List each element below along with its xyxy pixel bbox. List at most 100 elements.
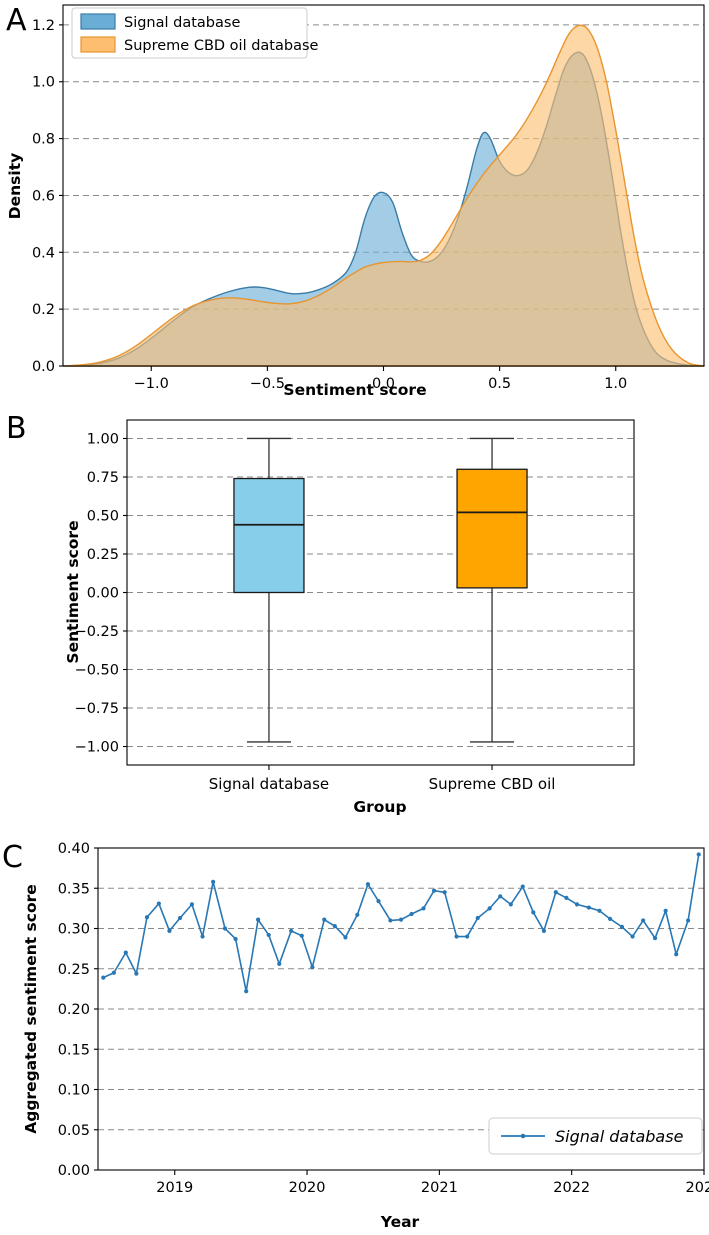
data-point[interactable] xyxy=(586,905,591,910)
panel-b-category-label-1: Signal database xyxy=(209,775,329,793)
panel-c-y-tick-label: 0.15 xyxy=(58,1042,90,1058)
data-point[interactable] xyxy=(277,961,282,967)
data-point[interactable] xyxy=(244,989,249,994)
boxplot-2[interactable] xyxy=(456,437,528,743)
data-point[interactable] xyxy=(431,888,437,893)
data-point[interactable] xyxy=(465,934,470,939)
data-point[interactable] xyxy=(409,911,414,917)
data-point[interactable] xyxy=(211,879,216,884)
data-point[interactable] xyxy=(365,882,371,887)
data-point[interactable] xyxy=(619,924,625,929)
data-point[interactable] xyxy=(398,917,404,922)
panel-c-x-tick-label: 2022 xyxy=(553,1180,590,1196)
panel-b-category-label-2: Supreme CBD oil xyxy=(429,775,556,793)
data-point[interactable] xyxy=(355,912,360,917)
data-point[interactable] xyxy=(508,902,513,907)
panel-c-y-tick-label: 0.20 xyxy=(58,1002,90,1018)
data-point[interactable] xyxy=(134,971,139,976)
panel-a-y-tick-label: 0.0 xyxy=(32,359,55,375)
panel-a-y-tick-label: 0.4 xyxy=(32,245,55,261)
panel-c-x-tick-label: 2019 xyxy=(156,1180,193,1196)
data-point[interactable] xyxy=(101,975,106,980)
panel-a-x-tick-label: 1.0 xyxy=(604,376,627,392)
data-point[interactable] xyxy=(322,917,327,922)
panel-b-y-tick-label: −0.75 xyxy=(75,701,119,717)
panel-b-boxes[interactable] xyxy=(233,437,528,743)
data-point[interactable] xyxy=(663,908,668,913)
data-point[interactable] xyxy=(200,934,205,939)
data-point[interactable] xyxy=(630,934,635,939)
data-point[interactable] xyxy=(167,928,172,934)
panel-c-y-tick-label: 0.25 xyxy=(58,962,90,978)
density-area-2 xyxy=(62,24,705,367)
panel-c-y-tick-label: 0.35 xyxy=(58,881,90,897)
panel-c-legend-label: Signal database xyxy=(555,1127,684,1146)
legend-label-2: Supreme CBD oil database xyxy=(124,38,319,54)
panel-c-y-tick-label: 0.00 xyxy=(58,1163,90,1179)
data-point[interactable] xyxy=(222,926,228,931)
data-point[interactable] xyxy=(597,908,602,913)
panel-b-letter: B xyxy=(6,411,27,446)
data-point[interactable] xyxy=(299,933,304,938)
data-point[interactable] xyxy=(475,915,480,921)
box-iqr[interactable] xyxy=(233,477,305,594)
data-point[interactable] xyxy=(156,901,161,906)
panel-b-y-tick-label: −1.00 xyxy=(75,740,119,756)
panel-c-y-axis-title: Aggregated sentiment score xyxy=(22,884,40,1134)
data-point[interactable] xyxy=(289,928,294,934)
data-point[interactable] xyxy=(177,915,183,921)
data-point[interactable] xyxy=(376,899,381,904)
panel-b-y-axis-title: Sentiment score xyxy=(64,520,82,663)
data-point[interactable] xyxy=(541,928,547,934)
data-point[interactable] xyxy=(641,918,646,923)
panel-a-x-ticks: −1.0 −0.5 0.0 0.5 1.0 xyxy=(134,366,627,392)
data-point[interactable] xyxy=(144,915,150,920)
panel-a-y-axis-title: Density xyxy=(6,153,24,219)
data-point[interactable] xyxy=(111,970,116,975)
data-point[interactable] xyxy=(553,890,558,895)
panel-c-x-ticks: 2019 2020 2021 2022 2023 xyxy=(156,1170,709,1196)
data-point[interactable] xyxy=(332,923,337,929)
panel-c-svg: C 0.00 0.05 0.10 0.15 0.20 0.25 0.30 0.35 0.40 2… xyxy=(2,840,709,1231)
data-point[interactable] xyxy=(520,884,525,889)
data-point[interactable] xyxy=(189,902,195,907)
panel-a-density-plot: A 0.0 0.2 0.4 0.6 0.8 1.0 1.2 −1.0 −0.5 0.0 0.5 1.… xyxy=(0,0,709,400)
panel-b-y-tick-label: 0.25 xyxy=(87,547,119,563)
boxplot-1[interactable] xyxy=(233,437,305,743)
panel-b-y-tick-label: 1.00 xyxy=(87,431,119,447)
data-point[interactable] xyxy=(421,906,426,911)
panel-c-legend[interactable]: Signal database xyxy=(488,1117,703,1155)
data-point[interactable] xyxy=(564,895,569,901)
panel-b-y-tick-label: 0.75 xyxy=(87,470,119,486)
panel-a-y-ticks: 0.0 0.2 0.4 0.6 0.8 1.0 1.2 xyxy=(32,18,63,375)
data-point[interactable] xyxy=(266,932,271,938)
data-point[interactable] xyxy=(498,894,503,899)
data-point[interactable] xyxy=(256,917,261,922)
panel-c-x-tick-label: 2021 xyxy=(421,1180,458,1196)
data-point[interactable] xyxy=(574,902,580,907)
data-point[interactable] xyxy=(531,910,536,915)
data-point[interactable] xyxy=(123,950,128,955)
panel-c-line-series[interactable] xyxy=(101,852,701,994)
box-iqr[interactable] xyxy=(456,468,528,589)
data-point[interactable] xyxy=(487,906,492,911)
data-point[interactable] xyxy=(310,965,315,970)
panel-a-y-tick-label: 0.6 xyxy=(32,188,55,204)
panel-b-y-tick-label: 0.50 xyxy=(87,508,119,524)
panel-c-timeseries: C 0.00 0.05 0.10 0.15 0.20 0.25 0.30 0.35 0.40 2… xyxy=(0,835,709,1235)
data-point[interactable] xyxy=(442,890,447,895)
data-point[interactable] xyxy=(696,852,701,857)
data-point[interactable] xyxy=(388,918,393,923)
data-point[interactable] xyxy=(233,936,238,942)
data-point[interactable] xyxy=(343,935,348,940)
panel-c-y-tick-label: 0.05 xyxy=(58,1123,90,1139)
data-point[interactable] xyxy=(652,936,658,941)
panel-a-y-tick-label: 0.2 xyxy=(32,302,55,318)
timeseries-line[interactable] xyxy=(102,854,700,993)
data-point[interactable] xyxy=(454,934,459,939)
panel-a-y-tick-label: 1.0 xyxy=(32,75,55,91)
data-point[interactable] xyxy=(674,952,679,957)
data-point[interactable] xyxy=(607,916,613,921)
data-point[interactable] xyxy=(686,918,691,923)
panel-a-legend[interactable]: Signal database Supreme CBD oil database xyxy=(71,7,319,59)
